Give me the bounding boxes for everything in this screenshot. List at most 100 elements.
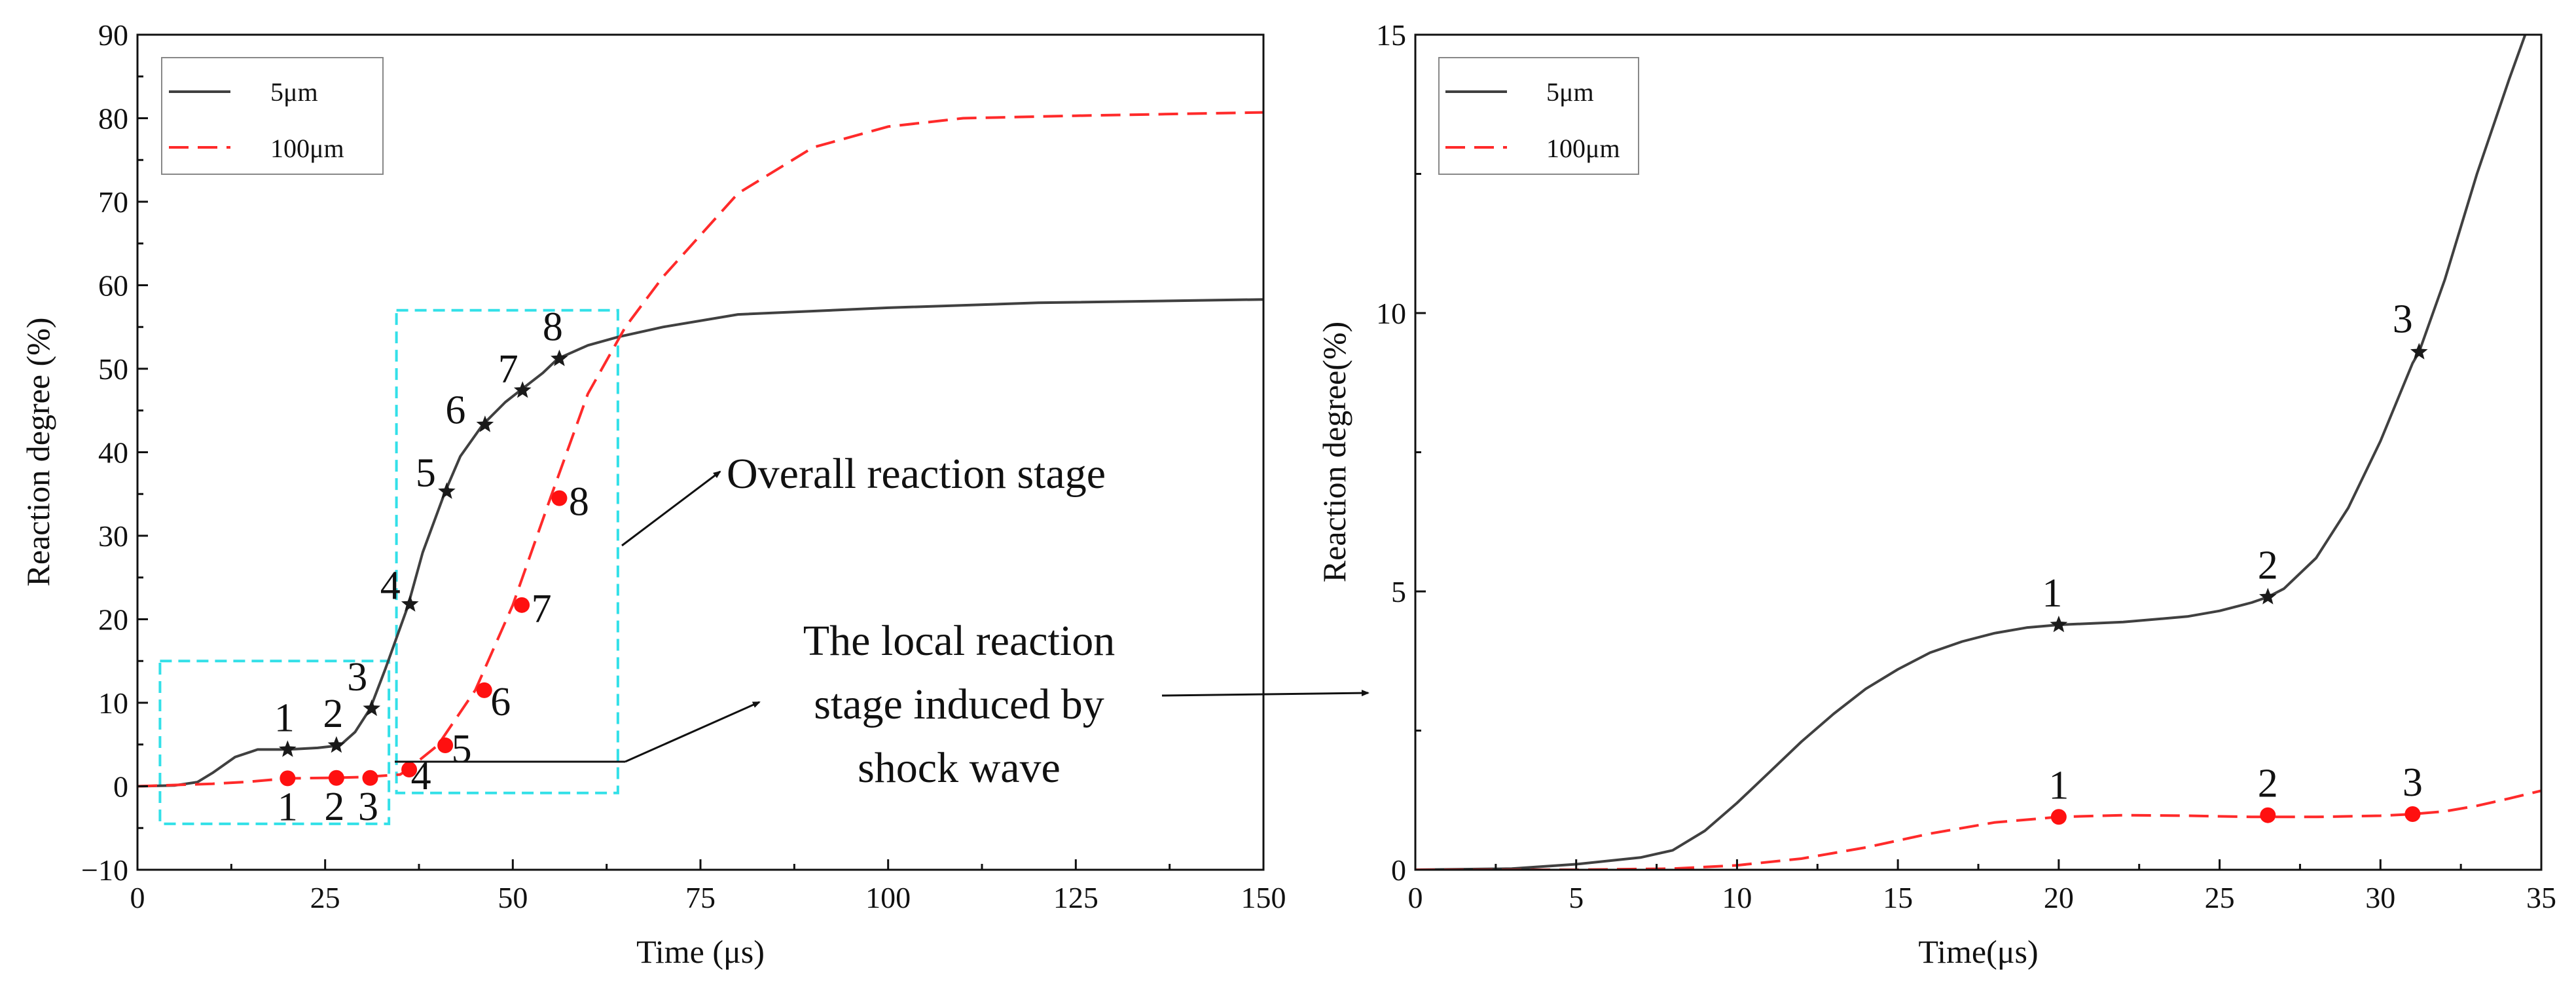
right-y-tick-label: 0 [1391, 853, 1406, 887]
left-circle-label: 7 [532, 587, 552, 631]
left-x-axis-title: Time (μs) [636, 933, 765, 970]
right-circle-marker [2404, 806, 2421, 822]
right-x-tick-label: 10 [1722, 881, 1752, 914]
left-y-tick-label: 70 [98, 185, 128, 219]
right-star-marker [2050, 616, 2068, 633]
left-star-marker [551, 349, 568, 366]
local-annotation-arrow [625, 701, 761, 763]
right-circle-label: 1 [2048, 763, 2069, 808]
overall-reaction-box [395, 308, 619, 794]
local-annotation-line-1: The local reaction [803, 617, 1115, 665]
left-star-label: 4 [380, 564, 401, 608]
left-y-tick-label: 50 [98, 352, 128, 386]
right-y-tick-label: 10 [1376, 297, 1406, 330]
left-circle-marker [362, 770, 378, 786]
left-star-label: 3 [347, 655, 367, 699]
right-x-tick-label: 15 [1883, 881, 1913, 914]
left-y-tick-label: 80 [98, 102, 128, 136]
left-star-marker [327, 736, 346, 753]
right-x-tick-label: 0 [1408, 881, 1423, 914]
right-y-tick-label: 5 [1391, 575, 1406, 608]
left-circle-marker [280, 770, 296, 787]
right-star-marker [2410, 343, 2428, 360]
left-star-label: 7 [498, 347, 518, 392]
local-reaction-annotation: The local reaction stage induced by shoc… [395, 617, 1370, 792]
right-series-line-5um [1415, 35, 2527, 870]
left-circle-marker [437, 737, 454, 754]
overall-annotation-text: Overall reaction stage [727, 450, 1106, 498]
left-star-label: 5 [416, 451, 436, 495]
right-x-tick-label: 20 [2044, 881, 2074, 914]
right-ticks: 0 5 10 15 20 25 30 35 0 5 10 15 [1376, 18, 2556, 914]
local-reaction-box [158, 660, 391, 825]
right-circle-label: 2 [2258, 762, 2278, 806]
left-star-label: 1 [274, 696, 295, 740]
left-x-tick-label: 75 [685, 881, 716, 914]
left-star-label: 6 [445, 388, 465, 432]
left-circle-marker [514, 597, 530, 613]
left-circle-label: 1 [278, 785, 298, 829]
left-legend-label-100um: 100μm [270, 134, 344, 163]
left-y-tick-label: −10 [81, 853, 128, 887]
right-star-label: 3 [2393, 297, 2413, 342]
left-series [137, 111, 1263, 788]
overall-annotation-arrow [621, 470, 721, 547]
left-circle-marker [401, 762, 418, 777]
left-star-marker [363, 699, 381, 717]
right-markers: 1 2 3 1 2 3 [2042, 297, 2428, 825]
left-star-marker [438, 482, 456, 499]
left-circle-label: 2 [324, 785, 344, 829]
left-circle-marker [328, 770, 344, 786]
left-series-line-5um [137, 298, 1263, 788]
local-annotation-line-2: stage induced by [814, 680, 1104, 728]
left-y-tick-label: 20 [98, 603, 128, 637]
left-y-tick-label: 60 [98, 269, 128, 303]
right-legend: 5μm 100μm [1438, 57, 1639, 175]
right-x-tick-label: 5 [1569, 881, 1584, 914]
left-y-axis-title: Reaction degree (%) [20, 318, 56, 587]
right-legend-box [1438, 57, 1639, 175]
left-legend-box [161, 57, 384, 175]
left-legend: 5μm 100μm [161, 57, 384, 175]
left-x-tick-label: 150 [1241, 881, 1286, 914]
right-star-marker [2259, 587, 2277, 605]
right-star-label: 2 [2258, 544, 2278, 588]
right-star-label: 1 [2042, 571, 2062, 616]
right-x-tick-label: 30 [2365, 881, 2395, 914]
left-star-marker [476, 415, 494, 432]
left-star-marker [279, 740, 297, 757]
left-circle-label: 6 [490, 680, 511, 724]
left-series-line-100um [137, 111, 1263, 788]
left-star-label: 8 [543, 305, 563, 350]
right-circle-label: 3 [2403, 760, 2423, 805]
zoom-connector-arrow [1161, 690, 1370, 697]
left-star-label: 2 [323, 692, 343, 736]
right-y-tick-label: 15 [1376, 18, 1406, 52]
left-legend-label-5um: 5μm [270, 77, 318, 107]
right-legend-label-5um: 5μm [1546, 77, 1594, 107]
left-circle-label: 4 [411, 754, 431, 798]
right-circle-marker [2260, 807, 2276, 823]
right-series-line-100um [1415, 789, 2541, 870]
left-highlight-boxes [158, 308, 619, 825]
left-y-tick-label: 30 [98, 519, 128, 553]
right-x-axis-title: Time(μs) [1918, 933, 2038, 970]
left-y-tick-label: 90 [98, 18, 128, 52]
left-circle-label: 8 [569, 480, 589, 525]
left-circle-label: 3 [358, 785, 378, 829]
left-circle-marker [476, 682, 492, 698]
left-x-tick-label: 125 [1053, 881, 1098, 914]
left-x-tick-label: 25 [310, 881, 340, 914]
left-x-tick-label: 50 [498, 881, 528, 914]
left-star-marker [401, 595, 419, 612]
right-chart: 0 5 10 15 20 25 30 35 0 5 10 15 1 2 3 1 2 3 5μm 100μm Ti… [1316, 18, 2556, 970]
right-x-tick-label: 35 [2526, 881, 2556, 914]
local-annotation-line-3: shock wave [858, 744, 1061, 792]
right-x-tick-label: 25 [2205, 881, 2235, 914]
right-legend-label-100um: 100μm [1546, 134, 1620, 163]
right-circle-marker [2050, 809, 2067, 825]
